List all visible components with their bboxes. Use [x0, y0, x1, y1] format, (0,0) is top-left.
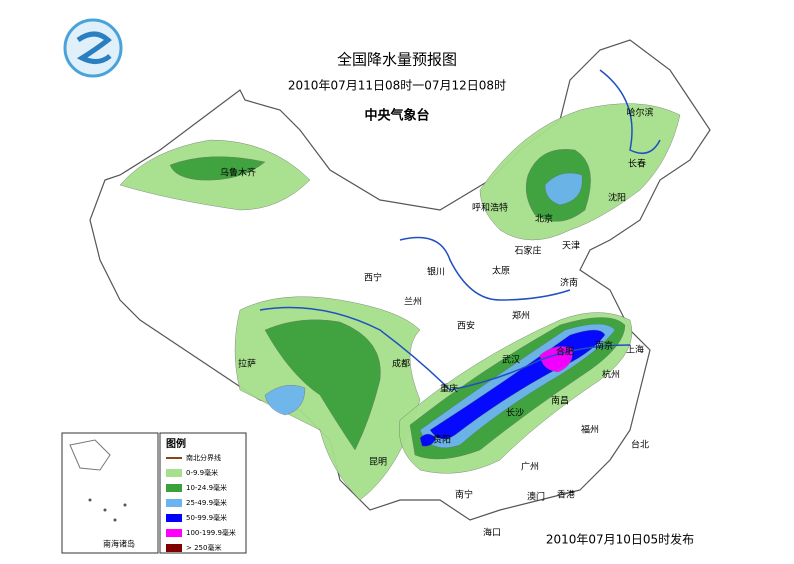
city-label: 福州 — [581, 424, 599, 436]
city-label: 香港 — [557, 489, 575, 501]
legend-swatch — [166, 499, 182, 507]
title: 全国降水量预报图 — [337, 51, 457, 69]
city-label: 南京 — [595, 340, 613, 352]
legend-title: 图例 — [166, 437, 186, 450]
city-label: 北京 — [535, 213, 553, 225]
city-label: 武汉 — [502, 354, 520, 366]
legend-label: 0-9.9毫米 — [186, 468, 218, 477]
rain-zone — [419, 433, 437, 447]
legend-label: 南北分界线 — [186, 453, 221, 462]
legend-label: 100-199.9毫米 — [186, 528, 236, 537]
issue-time: 2010年07月10日05时发布 — [546, 532, 694, 547]
city-label: 天津 — [562, 241, 580, 252]
city-label: 长春 — [628, 158, 646, 170]
publisher: 中央气象台 — [364, 108, 429, 124]
legend-swatch — [166, 484, 182, 492]
rivers — [259, 69, 661, 391]
city-label: 南昌 — [551, 395, 569, 407]
inset: 南海诸岛 — [61, 432, 159, 554]
city-label: 海口 — [483, 527, 501, 539]
city-label: 呼和浩特 — [472, 202, 508, 214]
city-label: 澳门 — [527, 491, 545, 503]
legend-label: 25-49.9毫米 — [186, 498, 227, 507]
legend-label: > 250毫米 — [186, 543, 221, 552]
city-label: 济南 — [560, 277, 578, 289]
city-label: 杭州 — [602, 369, 620, 381]
city-label: 银川 — [427, 266, 445, 278]
inset-label: 南海诸岛 — [103, 539, 135, 549]
city-label: 拉萨 — [238, 358, 256, 370]
city-label: 昆明 — [369, 457, 387, 468]
city-label: 重庆 — [440, 383, 458, 395]
city-label: 太原 — [492, 265, 510, 277]
city-label: 西宁 — [364, 272, 382, 284]
city-label: 兰州 — [404, 296, 422, 308]
city-label: 乌鲁木齐 — [220, 167, 256, 179]
city-label: 成都 — [392, 358, 410, 370]
rain-zone — [169, 156, 266, 181]
city-label: 上海 — [626, 344, 644, 356]
legend-swatch — [166, 544, 182, 552]
logo — [63, 18, 123, 78]
city-label: 贵阳 — [433, 434, 451, 446]
legend-label: 50-99.9毫米 — [186, 513, 227, 522]
city-label: 郑州 — [512, 310, 530, 322]
legend-label: 10-24.9毫米 — [186, 483, 227, 492]
subtitle: 2010年07月11日08时一07月12日08时 — [288, 79, 506, 93]
city-label: 石家庄 — [514, 245, 541, 257]
city-label: 长沙 — [506, 407, 524, 419]
city-label: 哈尔滨 — [626, 107, 653, 119]
legend-swatch — [166, 514, 182, 522]
city-label: 广州 — [521, 461, 539, 473]
rain-zone — [264, 385, 306, 416]
rain-zone — [544, 172, 583, 206]
city-label: 西安 — [457, 320, 475, 332]
city-label: 合肥 — [556, 346, 574, 358]
legend-swatch — [166, 469, 182, 477]
precipitation-zones — [119, 103, 681, 501]
legend: 图例 南北分界线 0-9.9毫米 10-24.9毫米 25-49.9毫米 50-99.9… — [159, 432, 247, 554]
city-label: 台北 — [631, 439, 649, 451]
city-label: 沈阳 — [608, 192, 626, 204]
legend-swatch — [166, 529, 182, 537]
city-label: 南宁 — [455, 489, 473, 501]
rain-zone — [264, 319, 381, 451]
